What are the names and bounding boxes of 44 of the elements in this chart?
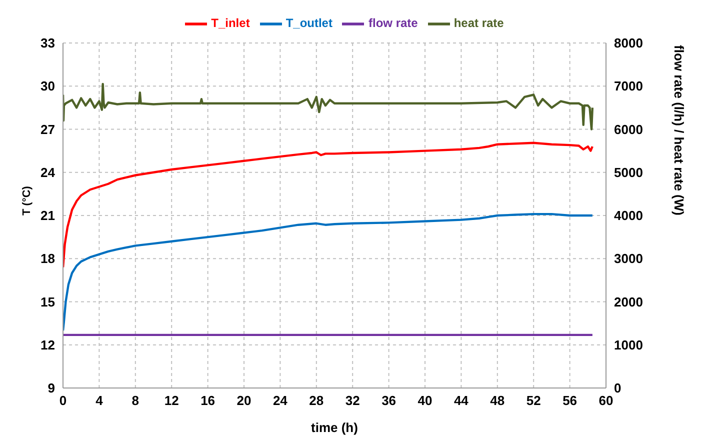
- x-tick-label: 28: [309, 393, 324, 408]
- x-tick-label: 12: [164, 393, 179, 408]
- x-tick-label: 48: [490, 393, 505, 408]
- legend-label: T_outlet: [286, 16, 332, 30]
- y-axis-title: T (°C): [20, 186, 33, 216]
- y-tick-label: 30: [40, 78, 55, 94]
- y-tick-label: 9: [48, 380, 55, 396]
- y-tick-label: 15: [40, 294, 55, 310]
- x-tick-label: 36: [382, 393, 396, 408]
- x-tick-label: 24: [272, 393, 288, 408]
- y2-tick-label: 6000: [614, 122, 643, 137]
- line-series: [63, 82, 594, 130]
- y2-tick-label: 1000: [614, 337, 643, 352]
- x-tick-label: 56: [562, 393, 578, 408]
- x-tick-label: 0: [59, 393, 67, 408]
- x-tick-label: 16: [200, 393, 216, 408]
- y2-tick-label: 0: [614, 380, 622, 396]
- x-tick-label: 20: [236, 393, 252, 408]
- y-tick-label: 24: [40, 164, 56, 180]
- y2-tick-label: 2000: [614, 294, 643, 310]
- legend-label: flow rate: [368, 16, 418, 30]
- line-series: [63, 142, 594, 268]
- x-tick-label: 40: [418, 393, 432, 408]
- x-axis-title: time (h): [311, 420, 358, 435]
- y2-tick-label: 8000: [614, 36, 643, 51]
- legend-label: T_inlet: [211, 16, 250, 30]
- y2-tick-label: 7000: [614, 78, 643, 94]
- y2-axis-title: flow rate (l/h) / heat rate (W): [671, 45, 686, 216]
- x-tick-label: 60: [598, 393, 614, 408]
- y-tick-label: 12: [40, 337, 55, 352]
- y-tick-label: 18: [40, 251, 55, 266]
- legend-label: heat rate: [454, 16, 504, 30]
- y-tick-label: 33: [40, 36, 55, 51]
- y2-tick-label: 3000: [614, 251, 643, 266]
- x-tick-label: 44: [454, 393, 470, 408]
- y-tick-label: 21: [40, 208, 55, 224]
- x-tick-label: 52: [526, 393, 541, 408]
- y-tick-label: 27: [40, 122, 55, 137]
- y2-tick-label: 5000: [614, 164, 643, 180]
- y2-tick-label: 4000: [614, 208, 643, 224]
- x-tick-label: 4: [96, 393, 104, 408]
- x-tick-label: 8: [132, 393, 140, 408]
- x-tick-label: 32: [345, 393, 360, 408]
- line-series: [63, 212, 594, 332]
